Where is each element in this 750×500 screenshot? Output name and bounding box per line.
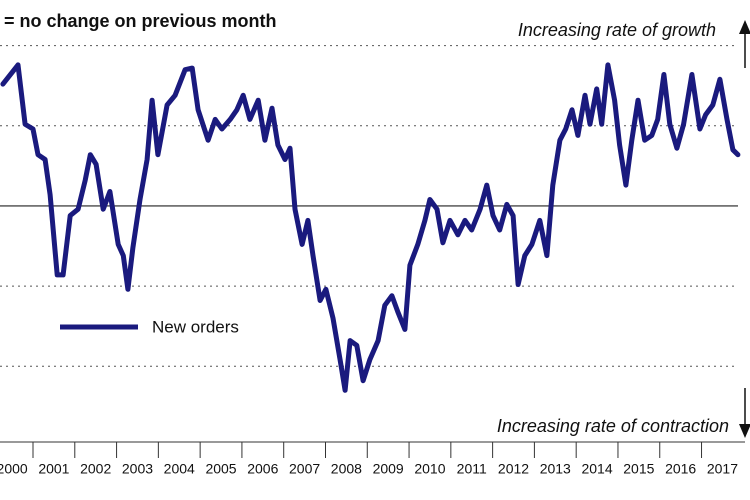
x-tick-label: 2005 <box>205 461 236 477</box>
x-tick-label: 2015 <box>623 461 654 477</box>
x-tick-label: 2004 <box>164 461 195 477</box>
x-tick-label: 2011 <box>457 461 487 477</box>
arrows <box>739 20 750 438</box>
annotation: Increasing rate of contraction <box>497 416 729 436</box>
x-tick-label: 2012 <box>498 461 529 477</box>
x-tick-label: 2008 <box>331 461 362 477</box>
annotation: Increasing rate of growth <box>518 20 716 40</box>
x-tick-label: 2014 <box>581 461 612 477</box>
x-tick-label: 2003 <box>122 461 153 477</box>
x-tick-label: 2010 <box>414 461 445 477</box>
x-tick-label: 2017 <box>707 461 738 477</box>
x-tick-label: 2009 <box>373 461 404 477</box>
legend-label: New orders <box>152 317 239 336</box>
chart-title: = no change on previous month <box>4 11 277 31</box>
x-tick-label: 2013 <box>540 461 571 477</box>
x-tick-label: 2007 <box>289 461 320 477</box>
x-tick-label: 2001 <box>38 461 69 477</box>
x-tick-label: 2000 <box>0 461 28 477</box>
x-tick-label: 2002 <box>80 461 111 477</box>
x-tick-label: 2016 <box>665 461 696 477</box>
x-tick-label: 2006 <box>247 461 278 477</box>
data-line <box>0 62 741 393</box>
